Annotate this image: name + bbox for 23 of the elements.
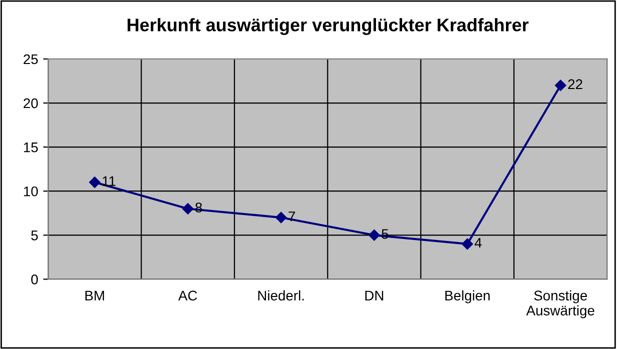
point <box>368 230 380 241</box>
y-tick-label: 10 <box>24 186 38 196</box>
data-label: 22 <box>568 79 582 89</box>
y-tick-label: 20 <box>24 98 38 108</box>
x-tick-label: Belgien <box>445 290 490 304</box>
x-tick-label: BM <box>85 290 104 300</box>
data-label: 4 <box>474 238 482 248</box>
x-tick-label: Sonstige Auswärtige <box>526 290 594 318</box>
point <box>182 203 194 214</box>
data-label: 11 <box>102 176 116 186</box>
x-tick-label: Niederl. <box>258 290 304 301</box>
point <box>275 212 287 224</box>
x-tick-label: AC <box>178 290 197 301</box>
y-tick-label: 0 <box>31 274 38 284</box>
chart-title: Herkunft auswärtiger verunglückter Kradfahrer <box>128 18 529 36</box>
point <box>89 176 100 188</box>
y-tick-label: 25 <box>24 54 38 64</box>
point <box>462 238 473 250</box>
y-tick-label: 5 <box>31 230 38 240</box>
point <box>554 80 566 92</box>
data-label: 5 <box>382 229 388 239</box>
y-tick-label: 15 <box>24 142 38 152</box>
x-tick-label: DN <box>365 290 384 300</box>
